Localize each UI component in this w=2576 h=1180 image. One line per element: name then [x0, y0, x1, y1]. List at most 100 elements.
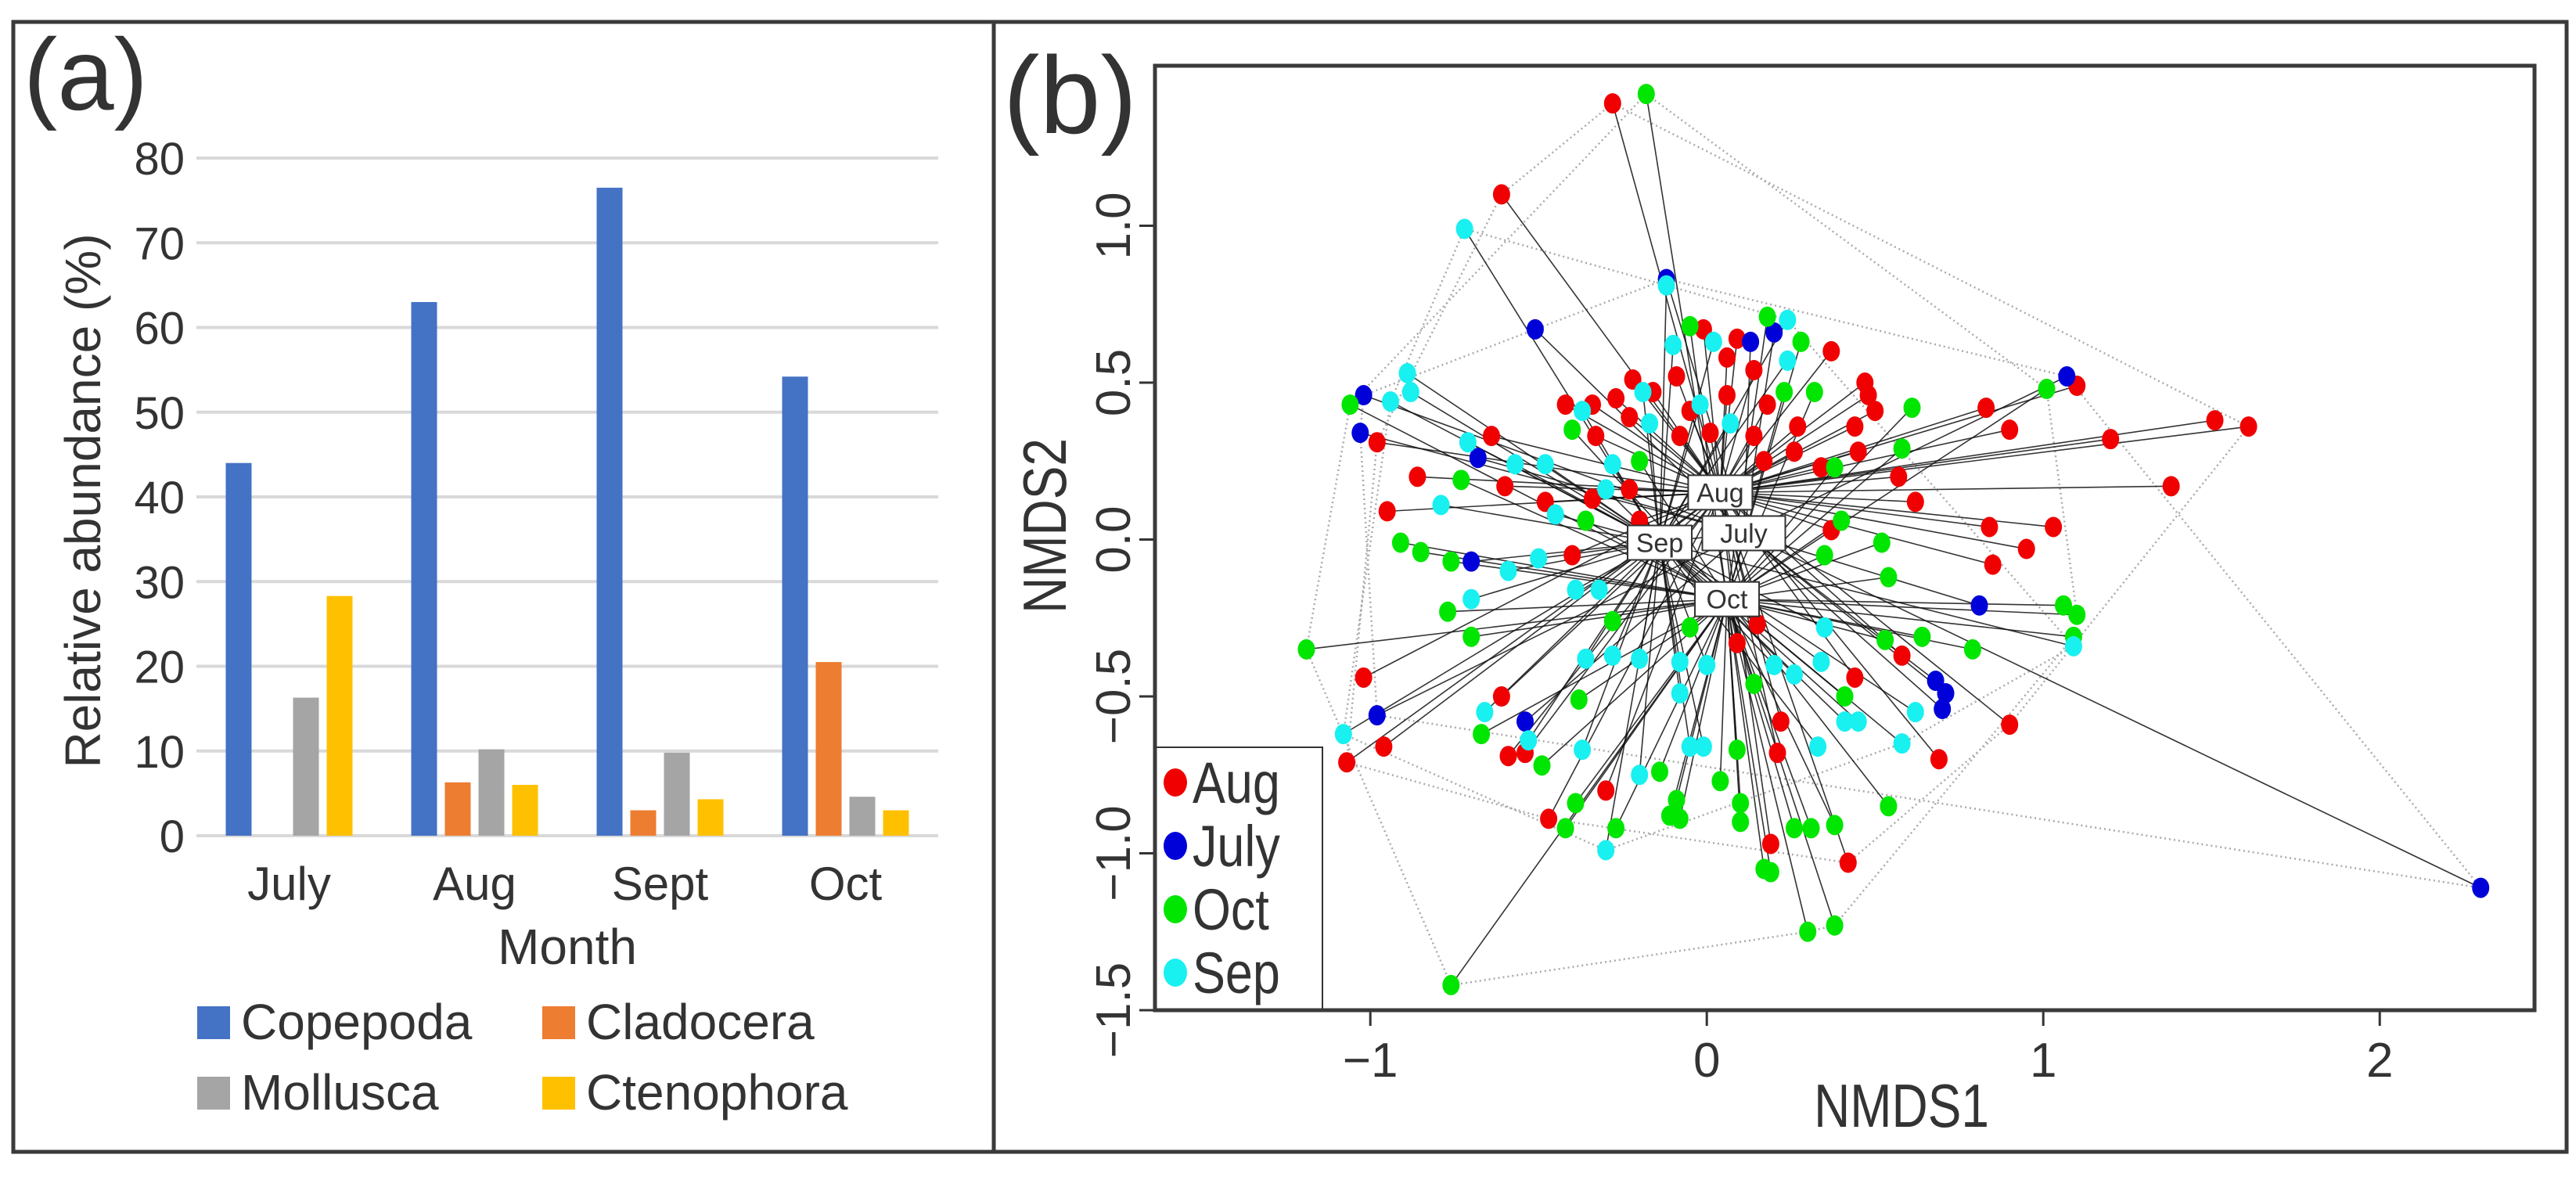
spoke-sep: [1659, 285, 1668, 543]
x-tick-labels: July Aug Sept Oct: [247, 858, 882, 910]
point-sep: [1476, 702, 1494, 723]
legend-label: Cladocera: [586, 994, 815, 1050]
spoke-oct: [1574, 599, 1728, 804]
legend-swatch-mollusca: [197, 1077, 230, 1110]
centroid-text: Oct: [1707, 585, 1748, 615]
point-aug: [1890, 466, 1908, 487]
legend-label: Ctenophora: [586, 1064, 848, 1121]
centroid-label-oct: Oct: [1694, 581, 1760, 617]
plot-frame: [1153, 63, 2537, 1013]
legend: Copepoda Cladocera Mollusca Ctenophora: [197, 994, 848, 1121]
point-oct: [1880, 796, 1898, 817]
point-sep: [1698, 654, 1716, 675]
bar-ctenophora-july: [326, 595, 353, 836]
point-oct: [1761, 862, 1779, 883]
point-oct: [1637, 84, 1655, 105]
point-oct: [1792, 331, 1810, 352]
point-sep: [1631, 764, 1649, 786]
spoke-aug: [1720, 491, 1990, 528]
spoke-sep: [1343, 541, 1660, 735]
point-sep: [1631, 648, 1649, 669]
gridlines: [196, 156, 938, 837]
point-oct: [2055, 595, 2072, 616]
point-aug: [1755, 451, 1773, 472]
point-aug: [1893, 645, 1911, 666]
figure-frame: [11, 20, 2569, 1154]
point-sep: [1671, 682, 1689, 703]
spoke-oct: [1726, 598, 2064, 606]
y-tick-label: −1.0: [1087, 805, 1141, 901]
spoke-sep: [1659, 542, 1704, 747]
point-aug: [1701, 423, 1719, 444]
point-oct: [1341, 394, 1359, 416]
point-oct: [1826, 915, 1844, 936]
point-sep: [1779, 309, 1797, 330]
point-sep: [1836, 711, 1854, 732]
spoke-sep: [1484, 541, 1660, 713]
point-oct: [1442, 551, 1460, 572]
point-sep: [1334, 724, 1352, 745]
point-sep: [1574, 401, 1592, 422]
panel-a-bar-chart: (a) 0 10 20 30 40 50 60 70 80 July Aug Sept Oct Rel…: [23, 17, 938, 1121]
spoke-oct: [1451, 560, 1728, 600]
x-tick-label: Sept: [612, 858, 709, 910]
point-oct: [1728, 739, 1746, 761]
spoke-aug: [1720, 419, 2215, 494]
y-tick-label: 30: [134, 557, 185, 608]
point-sep: [1506, 454, 1524, 475]
point-oct: [1651, 761, 1668, 782]
bar-cladocera-sept: [630, 810, 657, 836]
point-sep: [1530, 548, 1548, 569]
point-sep: [1603, 645, 1621, 666]
point-aug: [2162, 476, 2180, 497]
point-oct: [1893, 438, 1911, 459]
point-oct: [1533, 755, 1551, 776]
point-sep: [1779, 350, 1797, 371]
point-aug: [1587, 426, 1605, 447]
point-sep: [1704, 331, 1722, 352]
point-july: [1765, 322, 1783, 343]
point-sep: [1809, 736, 1827, 757]
point-aug: [1839, 852, 1857, 873]
x-tick-label: 0: [1693, 1034, 1720, 1088]
spoke-sep: [1639, 542, 1660, 660]
y-tick-label: 60: [134, 304, 185, 354]
point-aug: [1671, 426, 1689, 447]
x-tick-label: July: [247, 858, 331, 910]
spoke-oct: [1659, 599, 1728, 772]
spoke-sep: [1612, 542, 1660, 657]
point-sep: [1694, 736, 1712, 757]
point-oct: [1775, 382, 1793, 403]
x-axis-label: Month: [498, 919, 637, 975]
point-sep: [1432, 495, 1450, 516]
point-oct: [1826, 457, 1844, 478]
bar-copepoda-july: [225, 462, 252, 836]
point-sep: [1574, 739, 1592, 761]
point-aug: [1483, 426, 1500, 447]
point-oct: [1815, 545, 1833, 566]
centroid-text: Aug: [1696, 478, 1744, 508]
spoke-oct: [1306, 598, 1728, 650]
point-aug: [1621, 479, 1639, 500]
bar-copepoda-oct: [782, 376, 808, 836]
spoke-sep: [1441, 504, 1660, 544]
point-aug: [1906, 491, 1924, 513]
point-july: [1469, 448, 1487, 469]
point-aug: [1786, 441, 1803, 462]
point-aug: [1355, 667, 1373, 688]
spoke-oct: [1726, 448, 1903, 600]
legend-label: Mollusca: [241, 1064, 439, 1121]
bar-ctenophora-aug: [512, 785, 538, 836]
point-aug: [1930, 749, 1948, 770]
point-aug: [2001, 419, 2019, 441]
point-aug: [1584, 488, 1601, 509]
point-sep: [1849, 711, 1867, 732]
point-oct: [1786, 818, 1803, 839]
point-sep: [1567, 579, 1585, 600]
spoke-oct: [1679, 599, 1728, 819]
point-july: [2472, 877, 2490, 898]
spoke-oct: [1675, 599, 1728, 800]
point-sep: [1906, 702, 1924, 723]
point-aug: [1718, 347, 1736, 368]
